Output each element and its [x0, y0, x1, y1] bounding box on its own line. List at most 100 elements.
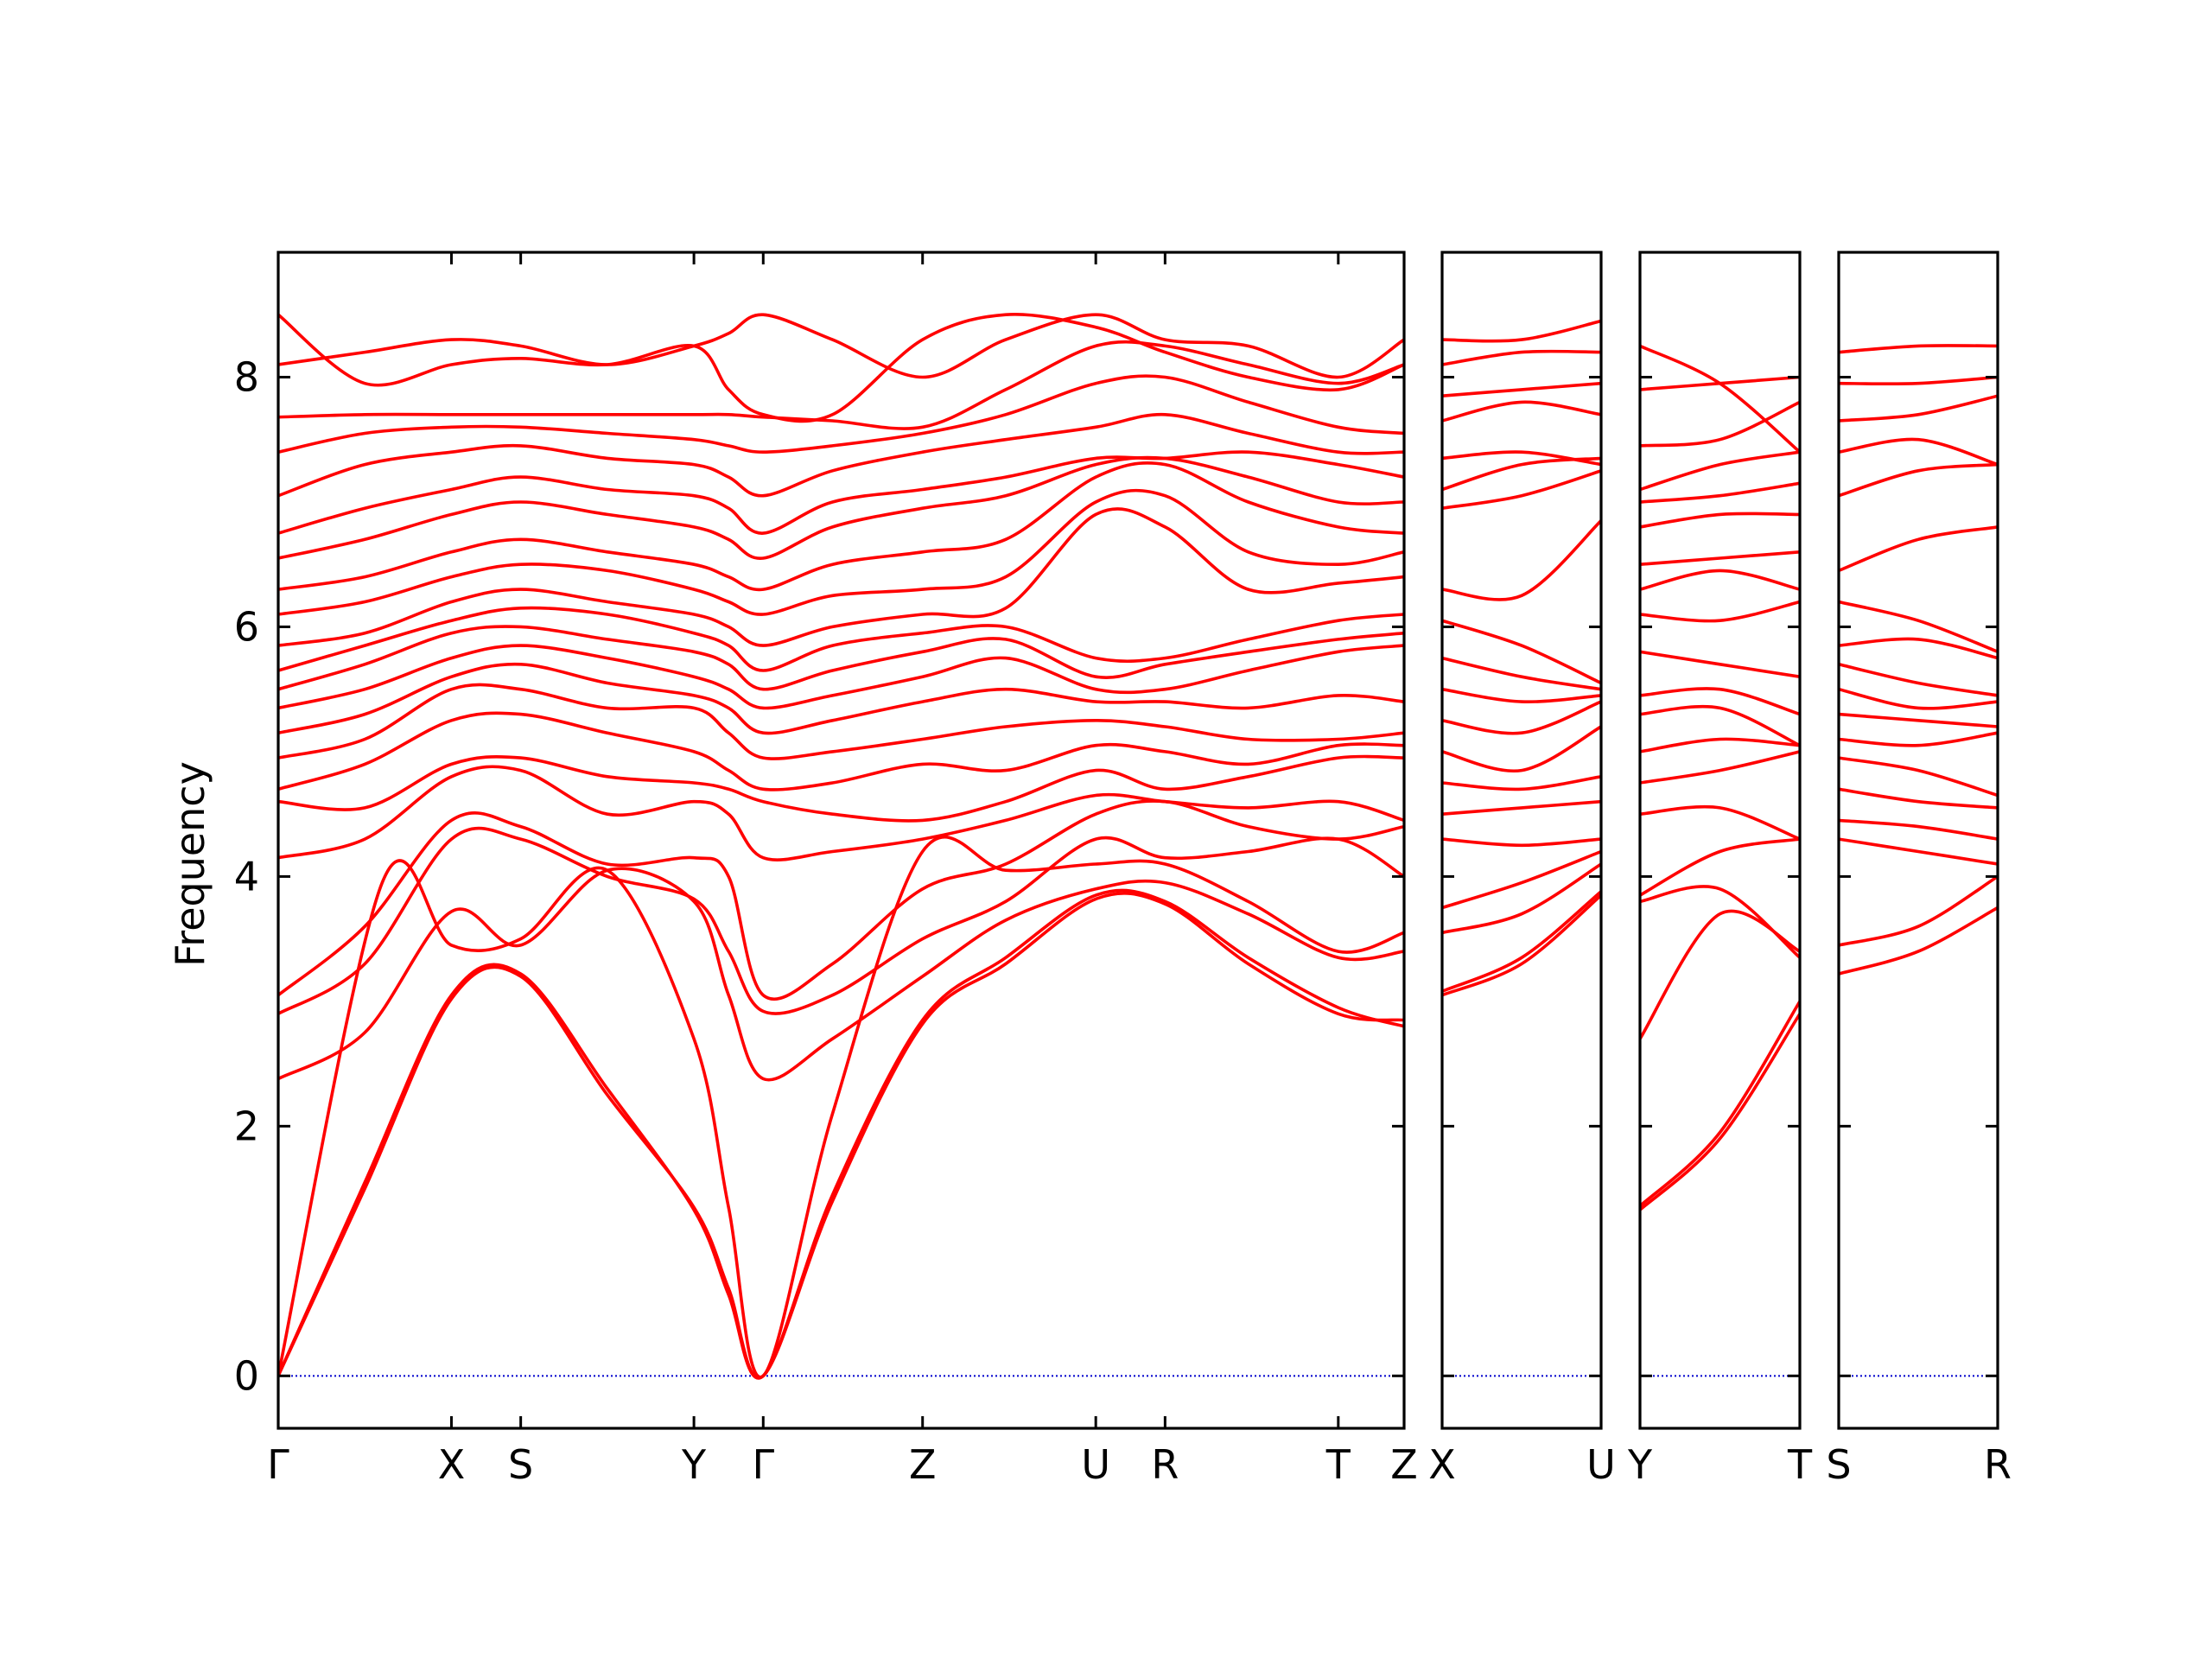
phonon-band-12	[1640, 600, 1800, 623]
phonon-band-3	[278, 836, 1404, 1379]
panel-frame	[1837, 251, 1999, 1430]
phonon-band-18	[1640, 400, 1800, 448]
phonon-band-5	[1442, 837, 1601, 848]
phonon-band-7	[278, 765, 1404, 861]
phonon-band-20	[1442, 319, 1601, 343]
phonon-band-20	[278, 412, 1404, 498]
phonon-band-12	[1442, 619, 1601, 685]
phonon-band-8	[1839, 712, 1998, 728]
x-tick-label: U	[1081, 1441, 1110, 1488]
phonon-band-3	[1839, 837, 1998, 866]
phonon-band-8	[1640, 737, 1800, 753]
phonon-band-21	[278, 374, 1404, 454]
phonon-band-13	[1640, 569, 1800, 591]
phonon-band-9	[1640, 704, 1800, 747]
x-tick-label: U	[1586, 1441, 1616, 1488]
phonon-band-18	[278, 455, 1404, 560]
phonon-band-5	[1640, 837, 1800, 897]
phonon-band-3	[1442, 862, 1601, 935]
phonon-band-6	[1442, 799, 1601, 816]
phonon-band-13	[1442, 518, 1601, 601]
x-tick-label: R	[1151, 1441, 1179, 1488]
x-tick-label: S	[1826, 1441, 1851, 1488]
phonon-band-6	[1640, 804, 1800, 841]
phonon-band-20	[1640, 344, 1800, 454]
bands-group	[1640, 344, 1800, 1211]
x-tick-label: T	[1787, 1441, 1813, 1488]
phonon-band-4	[1640, 885, 1800, 960]
phonon-band-6	[278, 799, 1404, 1001]
x-tick-label: Γ	[752, 1441, 774, 1488]
phonon-band-16	[1839, 394, 1998, 423]
x-tick-label: S	[508, 1441, 533, 1488]
y-tick-label: 2	[234, 1103, 259, 1149]
phonon-band-12	[278, 644, 1404, 710]
phonon-band-18	[1839, 344, 1998, 354]
phonon-band-11	[1442, 656, 1601, 691]
phonon-band-13	[1839, 525, 1998, 573]
panel-frame	[1440, 251, 1603, 1430]
phonon-band-10	[1442, 687, 1601, 704]
phonon-band-8	[278, 754, 1404, 823]
phonon-band-2	[1640, 1000, 1800, 1208]
phonon-band-1	[1640, 1012, 1800, 1211]
phonon-band-7	[1442, 775, 1601, 791]
y-tick-label: 6	[234, 603, 259, 650]
phonon-band-12	[1839, 600, 1998, 654]
phonon-band-15	[1640, 512, 1800, 529]
bands-group	[1839, 344, 1998, 976]
phonon-band-19	[1442, 349, 1601, 366]
phonon-band-16	[278, 488, 1404, 616]
phonon-band-14	[1839, 462, 1998, 498]
phonon-band-2	[1839, 874, 1998, 947]
phonon-band-16	[1640, 481, 1800, 504]
panel-frame	[276, 251, 1406, 1430]
x-tick-label: T	[1325, 1441, 1351, 1488]
phonon-band-19	[278, 450, 1404, 535]
x-tick-label: R	[1984, 1441, 2012, 1488]
phonon-band-10	[278, 683, 1404, 760]
phonon-band-16	[1442, 450, 1601, 467]
phonon-band-15	[278, 507, 1404, 647]
x-tick-label: X	[438, 1441, 466, 1488]
phonon-band-5	[278, 826, 1404, 1016]
phonon-band-6	[1839, 756, 1998, 798]
x-tick-label: Y	[681, 1441, 707, 1488]
phonon-band-11	[1640, 650, 1800, 678]
y-axis-label: Frequency	[167, 761, 213, 967]
phonon-band-9	[278, 711, 1404, 791]
phonon-band-9	[1442, 700, 1601, 735]
phonon-band-15	[1839, 437, 1998, 467]
phonon-band-13	[278, 625, 1404, 691]
phonon-band-9	[1839, 687, 1998, 710]
x-tick-label: Z	[909, 1441, 937, 1488]
y-tick-label: 4	[234, 853, 259, 899]
phonon-band-23	[278, 313, 1404, 379]
phonon-band-1	[1442, 893, 1601, 997]
phonon-band-7	[1640, 750, 1800, 785]
phonon-band-10	[1839, 663, 1998, 697]
x-tick-label: X	[1428, 1441, 1456, 1488]
phonon-band-5	[1839, 787, 1998, 810]
phonon-band-17	[1640, 450, 1800, 492]
phonon-band-17	[1839, 375, 1998, 386]
phonon-band-4	[1442, 849, 1601, 910]
phonon-band-2	[1442, 889, 1601, 994]
phonon-band-7	[1839, 731, 1998, 747]
phonon-band-17	[278, 461, 1404, 592]
phonon-band-10	[1640, 687, 1800, 716]
phonon-band-14	[1442, 469, 1601, 510]
phonon-band-14	[1640, 550, 1800, 566]
panel-frame	[1638, 251, 1802, 1430]
phonon-band-24	[278, 313, 1404, 423]
phonon-band-4	[1839, 818, 1998, 841]
phonon-band-11	[278, 662, 1404, 735]
phonon-band-4	[278, 867, 1404, 1082]
